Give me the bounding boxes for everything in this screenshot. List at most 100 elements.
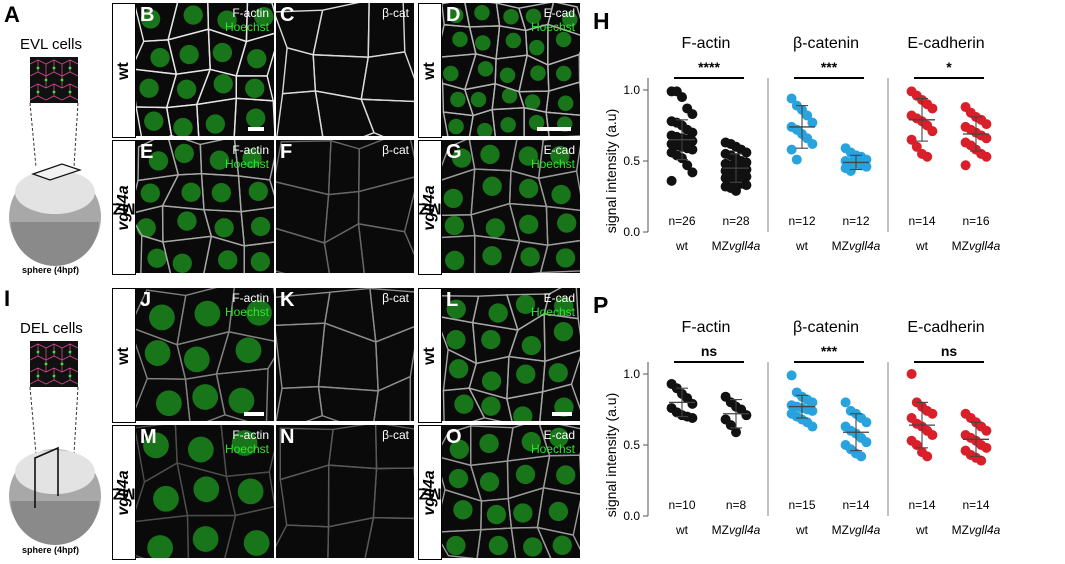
nucleus xyxy=(245,78,265,99)
nucleus xyxy=(211,183,231,203)
data-point xyxy=(682,160,693,171)
nucleus xyxy=(550,145,570,166)
row-label-mutant-top: MZ vgll4a xyxy=(112,140,136,275)
cell-membrane xyxy=(476,527,517,558)
x-tick-label: MZvgll4a xyxy=(712,523,761,537)
nucleus xyxy=(176,79,197,99)
nucleus xyxy=(482,176,502,196)
cell-membrane xyxy=(281,46,317,95)
nucleus xyxy=(555,65,572,82)
cell-membrane xyxy=(276,322,326,390)
nucleus xyxy=(213,74,233,94)
cell-membrane xyxy=(215,367,269,421)
nucleus xyxy=(147,535,173,558)
cell-membrane xyxy=(136,514,190,558)
nucleus xyxy=(172,253,192,273)
scale-bar xyxy=(537,127,571,131)
nucleus xyxy=(448,118,464,135)
nucleus xyxy=(477,122,493,136)
nucleus xyxy=(555,31,572,48)
nucleus xyxy=(212,42,233,63)
data-point xyxy=(911,141,922,152)
data-point xyxy=(840,397,851,408)
data-point xyxy=(861,161,872,172)
nucleus xyxy=(556,465,576,485)
group-title: E-cadherin xyxy=(907,35,984,52)
nucleus xyxy=(194,300,221,327)
cell-membrane xyxy=(543,313,580,363)
data-point xyxy=(981,133,992,144)
n-label: n=28 xyxy=(722,214,749,228)
nucleus xyxy=(209,150,230,170)
nucleus xyxy=(246,299,272,326)
nucleus xyxy=(231,430,258,456)
nucleus xyxy=(235,337,262,364)
x-tick-label: MZvgll4a xyxy=(952,239,1001,253)
nucleus xyxy=(242,148,262,169)
n-label: n=14 xyxy=(908,214,935,228)
micrograph-g: G E-cad Hoechst xyxy=(442,140,580,273)
data-point xyxy=(687,398,698,409)
y-axis-label: signal intensity (a.u) xyxy=(603,109,619,234)
n-label: n=12 xyxy=(842,214,869,228)
nucleus xyxy=(481,329,501,350)
significance-label: *** xyxy=(821,343,838,359)
nucleus xyxy=(529,39,545,56)
cell-membrane xyxy=(196,97,238,136)
data-point xyxy=(927,103,938,114)
x-tick-label: MZvgll4a xyxy=(832,523,881,537)
nucleus xyxy=(156,390,182,417)
cell-membrane xyxy=(245,3,274,43)
cell-membrane xyxy=(373,375,411,421)
nucleus xyxy=(447,7,464,24)
nucleus xyxy=(530,65,546,81)
n-label: n=8 xyxy=(726,498,747,512)
data-point xyxy=(856,451,867,462)
data-point xyxy=(687,413,698,424)
cell-membrane xyxy=(442,111,474,136)
micrograph-d: D E-cad Hoechst xyxy=(442,3,580,136)
n-label: n=14 xyxy=(908,498,935,512)
nucleus xyxy=(486,504,507,525)
cell-membrane xyxy=(327,140,360,196)
nucleus xyxy=(246,108,266,128)
cell-membrane xyxy=(136,377,191,421)
y-tick-label: 0.0 xyxy=(623,509,640,523)
micrograph-o: O E-cad Hoechst xyxy=(442,425,580,558)
nucleus xyxy=(179,44,199,65)
nucleus xyxy=(481,371,502,391)
cell-membrane xyxy=(545,205,580,246)
nucleus xyxy=(523,537,543,557)
data-point xyxy=(687,144,698,155)
cell-membrane xyxy=(228,288,274,342)
data-point xyxy=(981,151,992,162)
nucleus xyxy=(557,95,574,111)
nucleus xyxy=(553,322,574,342)
nucleus xyxy=(454,394,474,414)
micrograph-l: L E-cad Hoechst xyxy=(442,288,580,421)
nucleus xyxy=(140,9,161,29)
cell-membrane xyxy=(203,235,246,273)
nucleus xyxy=(181,182,201,202)
cell-membrane xyxy=(314,90,375,136)
data-point xyxy=(927,126,938,137)
nucleus xyxy=(149,304,175,331)
nucleus xyxy=(518,146,538,166)
significance-label: ns xyxy=(701,343,718,359)
nucleus xyxy=(548,363,568,383)
row-label-mutant-bottom-right: MZ vgll4a xyxy=(418,425,442,560)
x-tick-label: wt xyxy=(915,523,929,537)
nucleus xyxy=(452,148,472,168)
data-point xyxy=(666,175,677,186)
data-point xyxy=(981,119,992,130)
nucleus xyxy=(183,5,203,25)
nucleus xyxy=(140,183,160,203)
data-point xyxy=(731,427,741,438)
nucleus xyxy=(503,9,519,25)
nucleus xyxy=(153,485,179,512)
nucleus xyxy=(217,10,237,30)
data-point xyxy=(960,160,971,171)
x-tick-label: wt xyxy=(795,523,809,537)
cell-membrane xyxy=(317,385,379,421)
